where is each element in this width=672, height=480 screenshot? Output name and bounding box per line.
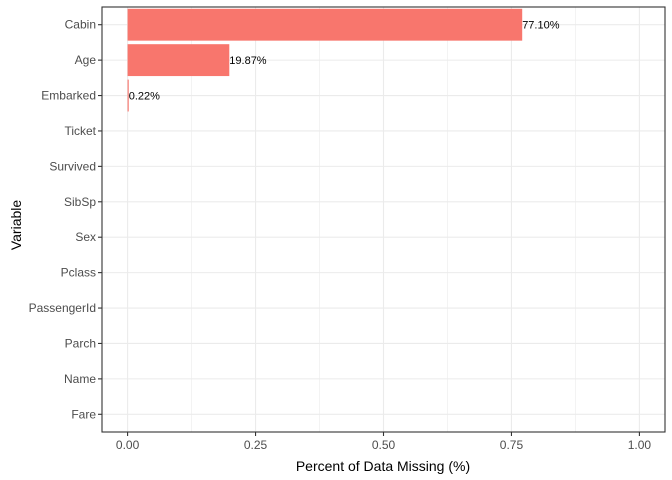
bar-age — [127, 44, 230, 77]
y-axis-ticks: Cabin Age Embarked Ticket Survived SibSp Sex Pc… — [29, 18, 102, 421]
x-tick-label: 0.75 — [500, 438, 524, 452]
x-tick-label: 0.50 — [372, 438, 396, 452]
x-tick-label: 0.00 — [116, 438, 140, 452]
data-label-embarked: 0.22% — [129, 91, 160, 103]
y-tick-label: SibSp — [64, 195, 96, 209]
x-tick-label: 0.25 — [244, 438, 268, 452]
data-label-age: 19.87% — [229, 55, 267, 67]
data-label-cabin: 77.10% — [522, 20, 560, 32]
bar-cabin — [127, 8, 523, 41]
y-tick-label: Name — [64, 372, 96, 386]
y-tick-label: Survived — [49, 159, 96, 173]
y-tick-label: Sex — [75, 230, 96, 244]
y-tick-label: Age — [75, 53, 97, 67]
y-axis-title: Variable — [8, 200, 24, 251]
bars — [127, 8, 523, 112]
x-axis-title: Percent of Data Missing (%) — [296, 458, 470, 474]
data-labels: 77.10% 19.87% 0.22% — [129, 20, 560, 103]
y-tick-label: PassengerId — [29, 301, 96, 315]
x-tick-label: 1.00 — [628, 438, 652, 452]
y-tick-label: Pclass — [61, 266, 96, 280]
y-tick-label: Ticket — [64, 124, 96, 138]
bar-embarked — [127, 79, 129, 112]
y-tick-label: Fare — [71, 407, 96, 421]
y-tick-label: Embarked — [41, 89, 96, 103]
y-tick-label: Cabin — [65, 18, 96, 32]
x-axis-ticks: 0.00 0.25 0.50 0.75 1.00 — [116, 432, 651, 452]
y-tick-label: Parch — [65, 336, 96, 350]
